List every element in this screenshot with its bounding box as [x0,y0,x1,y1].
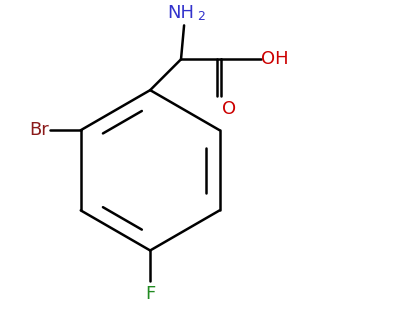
Text: NH: NH [168,4,194,22]
Text: OH: OH [261,50,289,68]
Text: Br: Br [29,121,49,139]
Text: 2: 2 [197,10,205,23]
Text: F: F [145,285,155,303]
Text: O: O [222,100,236,118]
